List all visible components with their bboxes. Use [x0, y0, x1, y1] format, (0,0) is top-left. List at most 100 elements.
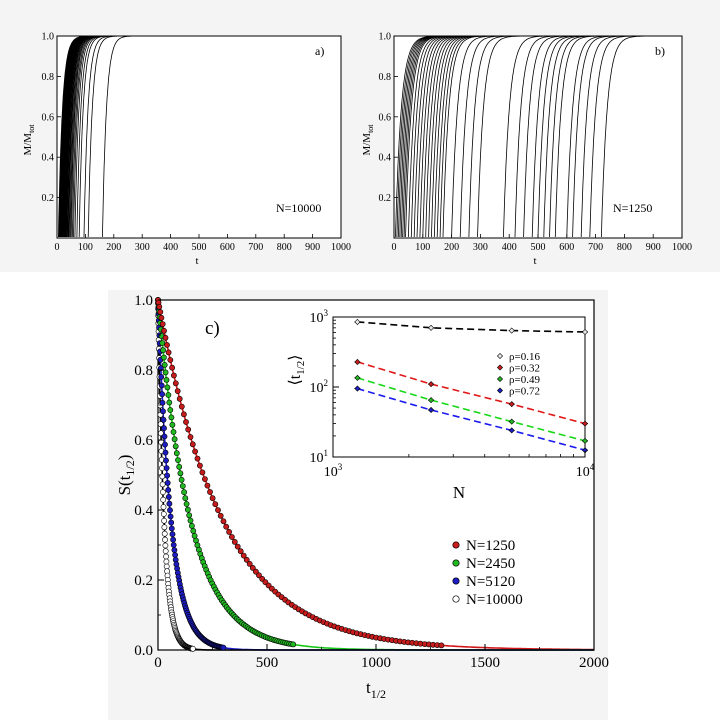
- data-point-N=1250: [217, 512, 224, 519]
- data-point-N=1250: [226, 529, 232, 535]
- data-point-N=2450: [167, 407, 174, 413]
- inset-y-tick-label: 101: [310, 448, 329, 466]
- panel-a-y-axis-label: M/Mtot: [22, 124, 36, 156]
- data-point-N=5120: [168, 525, 175, 532]
- data-point-N=1250: [199, 469, 206, 476]
- data-point-N=2450: [179, 483, 186, 489]
- data-point-N=1250: [234, 543, 241, 550]
- a-curve: [102, 35, 341, 238]
- inset-point-ρ=0.32: [428, 381, 435, 388]
- a-x-tick-label: 700: [248, 242, 263, 253]
- c-x-tick-label: 1500: [470, 655, 500, 671]
- data-point-N=1250: [237, 548, 244, 555]
- data-point-N=1250: [209, 495, 216, 502]
- data-point-N=5120: [167, 513, 174, 520]
- a-x-tick-label: 0: [55, 242, 60, 253]
- data-point-N=5120: [165, 487, 172, 493]
- data-point-N=5120: [164, 472, 170, 479]
- data-point-N=5120: [167, 507, 173, 514]
- data-point-N=5120: [168, 519, 175, 526]
- data-point-N=10000: [159, 489, 166, 495]
- b-x-tick-label: 0: [392, 242, 397, 253]
- a-x-tick-label: 500: [192, 242, 207, 253]
- panel-c: 0 500 1000 1500 2000 0.0 0.2 0.4 0.6 0.8 1.0 c) S…: [115, 293, 609, 701]
- panel-a: 0 100 200 300 400 500 600 700 800 900 1000 0.20.40…: [22, 32, 351, 268]
- b-x-tick-label: 400: [502, 242, 517, 253]
- inset-y-tick-label: 103: [310, 308, 329, 326]
- b-x-tick-label: 800: [617, 242, 632, 253]
- b-x-tick-label: 100: [415, 242, 430, 253]
- data-point-N=1250: [158, 314, 165, 321]
- b-y-tick-label: 0.8: [379, 72, 392, 83]
- inset-series-lines: [357, 321, 586, 451]
- c-y-tick-label: 1.0: [134, 293, 153, 309]
- c-y-tick-label: 0.2: [134, 573, 153, 589]
- data-point-N=2450: [160, 347, 166, 354]
- a-y-tick-label: 0.2: [42, 193, 55, 204]
- inset-point-ρ=0.32: [581, 420, 589, 427]
- inset-point-ρ=0.16: [508, 327, 515, 334]
- inset-point-ρ=0.49: [581, 437, 589, 444]
- data-point-N=10000: [160, 496, 167, 503]
- data-point-N=1250: [157, 309, 164, 315]
- data-point-N=5120: [160, 416, 167, 423]
- data-point-N=1250: [183, 419, 189, 425]
- data-point-N=1250: [252, 568, 259, 575]
- data-point-N=2450: [161, 361, 168, 368]
- legend-marker-N=1250: [452, 541, 460, 549]
- a-x-tick-label: 300: [135, 242, 150, 253]
- inset-y-axis-label-text: ⟨t1/2⟩: [287, 355, 307, 386]
- c-x-tick-label: 500: [256, 655, 279, 671]
- c-y-tick-label: 0.4: [134, 503, 153, 519]
- data-point-N=1250: [201, 476, 208, 482]
- inset-x-axis-label: N: [453, 483, 465, 502]
- data-point-N=5120: [161, 425, 167, 432]
- data-point-N=5120: [160, 408, 166, 415]
- inset-point-ρ=0.72: [354, 385, 361, 392]
- inset-x-tick-label: 104: [576, 462, 595, 480]
- inset-line-ρ=0.16: [357, 321, 586, 333]
- data-point-N=2450: [165, 392, 172, 398]
- b-x-tick-label: 600: [559, 242, 574, 253]
- a-y-tick-label: 0.4: [42, 153, 55, 164]
- data-point-N=1250: [167, 357, 174, 363]
- data-point-N=10000: [161, 524, 168, 531]
- legend-marker-N=10000: [452, 595, 460, 603]
- b-x-tick-label: 900: [646, 242, 661, 253]
- data-point-N=10000: [162, 536, 168, 543]
- inset-chart: 103 104 101 102 103 ρ=0.16ρ=0.32ρ=0.49ρ=0.72…: [287, 308, 595, 502]
- inset-legend-label-ρ=0.16: ρ=0.16: [509, 351, 540, 363]
- data-point-N=2450: [184, 506, 191, 513]
- data-point-N=2450: [186, 512, 193, 519]
- inset-point-ρ=0.16: [354, 318, 361, 325]
- inset-frame: [332, 316, 586, 458]
- panel-a-y-ticks: 0.2 0.4 0.6 0.8 1.0: [42, 32, 61, 204]
- panel-b-y-axis-label: M/Mtot: [361, 124, 375, 156]
- inset-ticks: 103 104 101 102 103: [310, 308, 595, 480]
- a-x-tick-label: 900: [305, 242, 320, 253]
- panel-a-annotation: N=10000: [276, 201, 321, 215]
- inset-legend-marker-ρ=0.32: [496, 364, 504, 371]
- a-y-tick-label: 0.8: [42, 72, 55, 83]
- data-point-N=2450: [172, 443, 179, 450]
- data-point-N=1250: [231, 539, 238, 545]
- panel-c-x-ticks: 0 500 1000 1500 2000: [154, 644, 609, 671]
- legend-label-N=1250: N=1250: [466, 538, 515, 554]
- panel-c-legend: N=1250 N=2450 N=5120 N=10000: [452, 538, 523, 608]
- inset-legend-label-ρ=0.32: ρ=0.32: [509, 363, 540, 375]
- c-y-tick-label: 0.8: [134, 363, 153, 379]
- b-x-tick-label: 1000: [672, 242, 692, 253]
- data-point-N=5120: [171, 547, 178, 553]
- panel-b-curves: [395, 35, 682, 238]
- data-point-N=2450: [175, 457, 181, 463]
- data-point-N=5120: [158, 382, 165, 389]
- inset-line-ρ=0.32: [357, 361, 586, 425]
- panel-c-y-axis-label-text: S(t1/2): [115, 455, 137, 496]
- data-point-N=2450: [170, 429, 177, 435]
- data-point-N=2450: [290, 641, 297, 648]
- data-point-N=1250: [223, 523, 230, 530]
- data-point-N=2450: [164, 384, 171, 391]
- data-point-N=1250: [192, 448, 198, 455]
- data-point-N=10000: [161, 517, 167, 524]
